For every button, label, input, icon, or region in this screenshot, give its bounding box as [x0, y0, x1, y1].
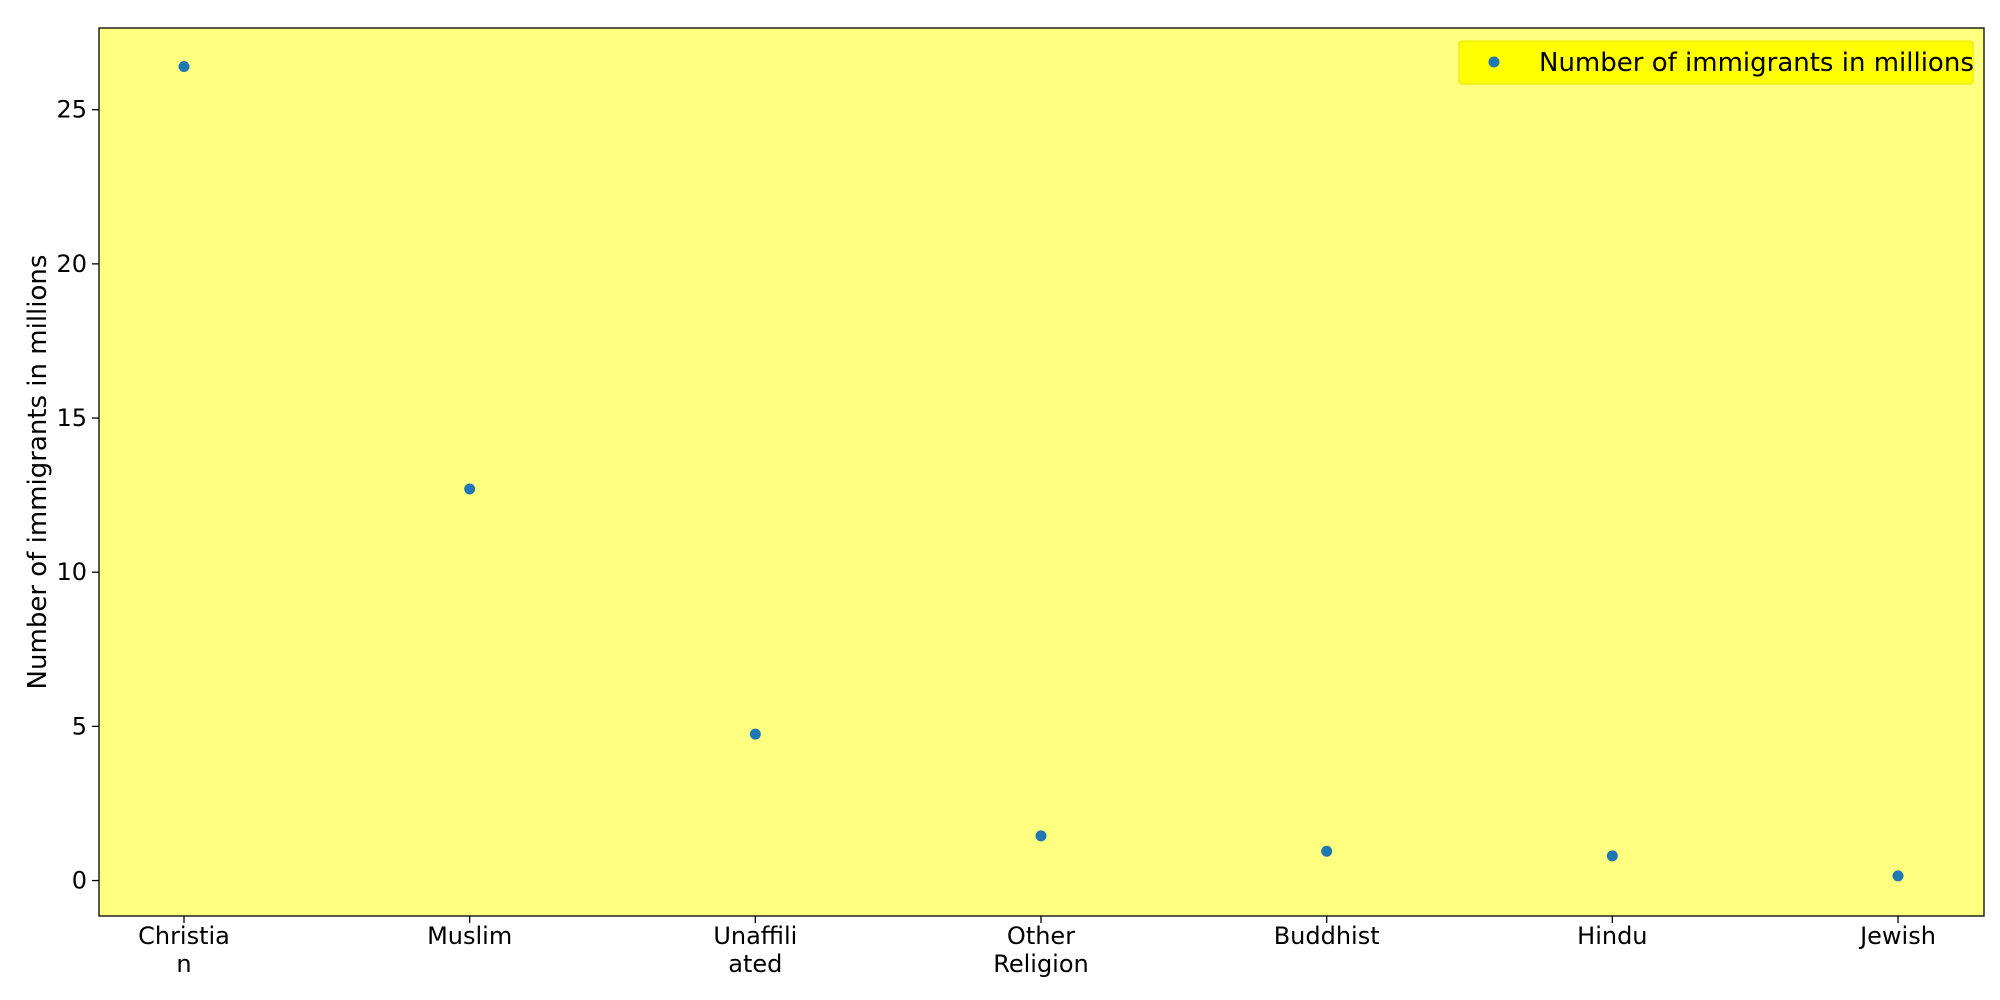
y-tick-label: 5 — [72, 712, 87, 740]
x-tick-label: Unaffili ated — [713, 922, 797, 978]
y-tick-label: 0 — [72, 867, 87, 895]
legend-box — [1458, 40, 1974, 85]
x-tick-label: Hindu — [1577, 922, 1647, 950]
x-tick-label: Buddhist — [1274, 922, 1380, 950]
x-axis: Christia n Muslim Unaffili ated Other Religion… — [138, 916, 1936, 978]
y-tick-label: 25 — [56, 96, 87, 124]
y-tick-label: 15 — [56, 404, 87, 432]
data-point — [1606, 850, 1618, 862]
x-tick-label: Christia n — [138, 922, 230, 978]
data-point — [749, 728, 761, 740]
data-point — [1321, 845, 1333, 857]
x-tick-label: Other Religion — [993, 922, 1089, 978]
y-tick-label: 10 — [56, 558, 87, 586]
x-tick-label: Muslim — [427, 922, 512, 950]
legend: Number of immigrants in millions — [1458, 40, 1974, 85]
y-axis-label: Number of immigrants in millions — [23, 255, 53, 690]
data-point — [178, 61, 190, 73]
marks-layer — [178, 61, 1904, 882]
y-tick-label: 20 — [56, 250, 87, 278]
legend-label: Number of immigrants in millions — [1539, 48, 1974, 78]
data-point — [1892, 870, 1904, 882]
plot-frame — [98, 27, 1985, 917]
y-axis: 0 5 10 15 20 25 — [56, 96, 99, 895]
legend-marker — [1488, 56, 1500, 68]
data-point — [1035, 830, 1047, 842]
plot-area — [99, 28, 1984, 916]
data-point — [464, 483, 476, 495]
x-tick-label: Jewish — [1858, 922, 1936, 950]
